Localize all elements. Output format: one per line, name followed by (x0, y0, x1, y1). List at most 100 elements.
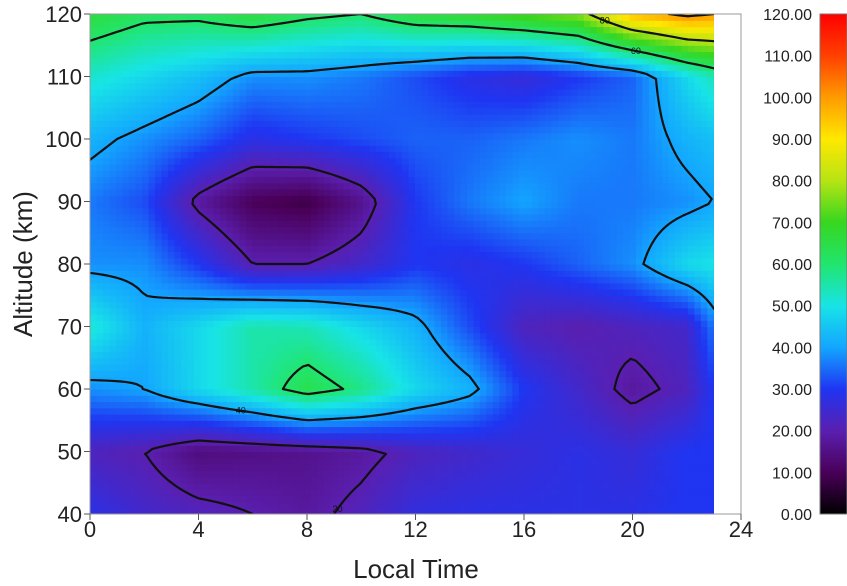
heat-cell (401, 332, 410, 340)
heat-cell (479, 376, 488, 384)
heat-cell (466, 376, 475, 384)
heat-cell (395, 495, 403, 503)
heat-cell (440, 220, 449, 228)
heat-cell (96, 351, 104, 359)
heat-cell (317, 407, 325, 415)
heat-cell (193, 264, 202, 271)
heat-cell (460, 376, 468, 384)
heat-cell (271, 445, 280, 453)
heat-cell (122, 51, 130, 59)
heat-cell (486, 395, 494, 403)
heat-cell (369, 182, 377, 190)
heat-cell (200, 45, 208, 53)
heat-cell (206, 195, 215, 203)
heat-cell (187, 182, 195, 190)
heat-cell (330, 301, 338, 309)
heat-cell (479, 157, 488, 165)
heat-cell (395, 14, 403, 21)
heat-cell (193, 76, 202, 84)
heat-cell (330, 195, 338, 203)
heat-cell (382, 145, 390, 153)
heat-cell (135, 307, 143, 315)
heat-cell (128, 101, 137, 109)
heat-cell (440, 351, 449, 359)
heat-cell (356, 226, 364, 234)
heat-cell (440, 151, 449, 159)
heat-cell (161, 164, 169, 171)
heat-cell (473, 320, 481, 328)
heat-cell (284, 370, 293, 378)
heat-cell (297, 101, 306, 109)
heat-cell (310, 295, 319, 303)
heat-cell (258, 82, 267, 90)
heat-cell (388, 501, 397, 509)
heat-cell (375, 132, 384, 140)
heat-cell (434, 201, 442, 209)
heat-cell (395, 345, 403, 353)
heat-cell (122, 57, 130, 65)
heat-cell (213, 14, 221, 21)
heat-cell (96, 132, 104, 140)
heat-cell (219, 351, 228, 359)
heat-cell (395, 151, 403, 159)
heat-cell (206, 370, 215, 378)
heat-cell (103, 126, 111, 134)
heat-cell (304, 76, 312, 84)
heat-cell (135, 332, 143, 340)
heat-cell (128, 176, 137, 184)
heat-cell (408, 89, 416, 96)
heat-cell (434, 145, 442, 153)
heat-cell (96, 195, 104, 203)
heat-cell (336, 457, 345, 465)
heat-cell (401, 26, 410, 34)
heat-cell (479, 257, 488, 265)
heat-cell (200, 270, 208, 278)
heat-cell (180, 326, 189, 334)
heat-cell (395, 489, 403, 496)
heat-cell (473, 426, 481, 434)
heat-cell (193, 464, 202, 471)
heat-cell (115, 139, 124, 146)
heat-cell (486, 176, 494, 184)
heat-cell (154, 95, 163, 103)
heat-cell (382, 464, 390, 471)
heat-cell (284, 89, 293, 96)
heat-cell (226, 170, 234, 178)
heat-cell (401, 132, 410, 140)
heat-cell (148, 107, 156, 115)
heat-cell (271, 32, 280, 40)
heat-cell (154, 307, 163, 315)
heat-cell (323, 45, 332, 53)
heat-cell (330, 139, 338, 146)
heat-cell (148, 14, 156, 21)
heat-cell (219, 126, 228, 134)
heat-cell (239, 345, 247, 353)
heat-cell (375, 476, 384, 484)
heat-cell (291, 489, 299, 496)
heat-cell (174, 364, 182, 371)
heat-cell (148, 276, 156, 284)
heat-cell (161, 82, 169, 90)
heat-cell (408, 220, 416, 228)
heat-cell (271, 339, 280, 346)
heat-cell (460, 57, 468, 65)
heat-cell (252, 351, 260, 359)
heat-cell (90, 139, 98, 146)
heat-cell (375, 114, 384, 121)
heat-cell (408, 482, 416, 490)
heat-cell (323, 26, 332, 34)
heat-cell (115, 370, 124, 378)
heat-cell (460, 20, 468, 28)
heat-cell (486, 26, 494, 34)
heat-cell (382, 157, 390, 165)
heat-cell (304, 39, 312, 46)
heat-cell (434, 226, 442, 234)
heat-cell (154, 414, 163, 421)
heat-cell (343, 282, 351, 290)
heat-cell (239, 164, 247, 171)
heat-cell (109, 32, 117, 40)
heat-cell (310, 151, 319, 159)
heat-cell (362, 345, 371, 353)
heat-cell (349, 157, 358, 165)
heat-cell (336, 120, 345, 128)
